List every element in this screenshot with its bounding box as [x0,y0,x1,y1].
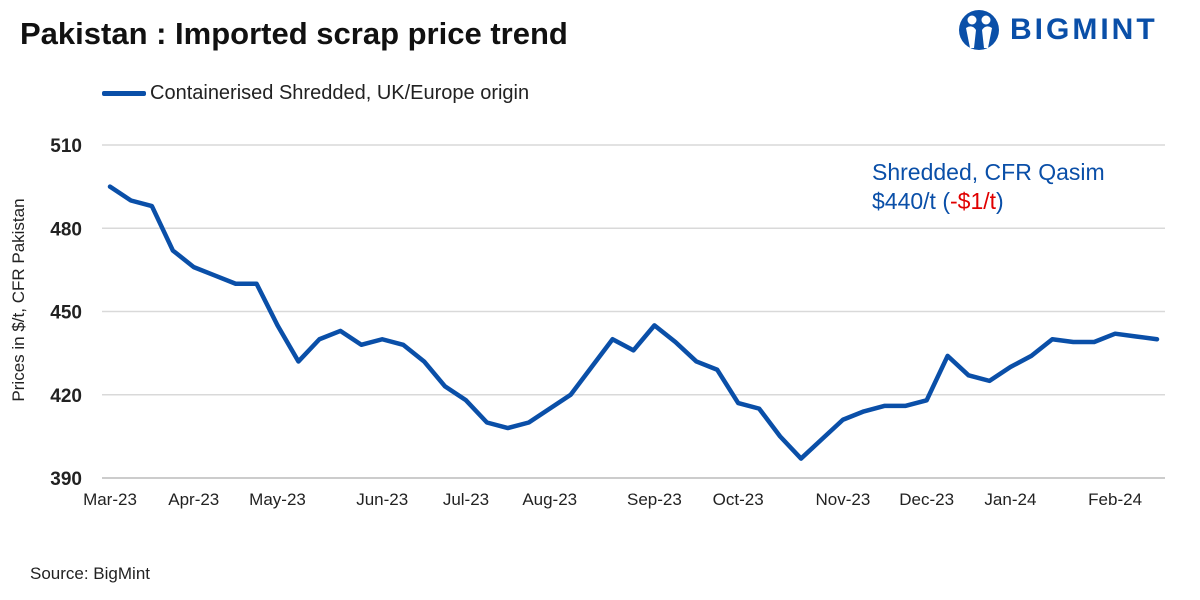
legend-label: Containerised Shredded, UK/Europe origin [150,82,530,104]
y-axis-label: Prices in $/t, CFR Pakistan [9,198,28,401]
x-tick-label: Feb-24 [1088,490,1142,509]
y-tick-label: 420 [50,386,82,407]
bigmint-logo: BIGMINT [958,8,1158,52]
x-tick-label: Jan-24 [984,490,1036,509]
y-tick-label: 450 [50,303,82,324]
annotation-paren-open: ( [935,188,951,214]
x-tick-label: Dec-23 [899,490,954,509]
legend: Containerised Shredded, UK/Europe origin [102,82,529,105]
source-note: Source: BigMint [30,564,150,583]
y-tick-label: 390 [50,469,82,490]
chart-title: Pakistan : Imported scrap price trend [20,16,568,51]
annotation-title: Shredded, CFR Qasim [872,159,1105,185]
x-tick-label: Oct-23 [713,490,764,509]
series-line [107,184,1160,461]
logo-people-icon [959,10,999,50]
logo-text: BIGMINT [1010,13,1158,46]
annotation-change: -$1/t [950,188,997,214]
price-annotation: Shredded, CFR Qasim $440/t (-$1/t) [872,158,1105,216]
x-tick-label: Apr-23 [168,490,219,509]
annotation-paren-close: ) [996,188,1004,214]
x-tick-label: Mar-23 [83,490,137,509]
x-tick-label: Aug-23 [522,490,577,509]
x-tick-label: Sep-23 [627,490,682,509]
y-tick-label: 510 [50,136,82,157]
x-tick-label: May-23 [249,490,306,509]
x-tick-label: Jul-23 [443,490,489,509]
annotation-price: $440/t [872,188,936,214]
x-tick-label: Jun-23 [356,490,408,509]
y-tick-label: 480 [50,219,82,240]
legend-swatch [102,91,146,96]
x-tick-label: Nov-23 [815,490,870,509]
